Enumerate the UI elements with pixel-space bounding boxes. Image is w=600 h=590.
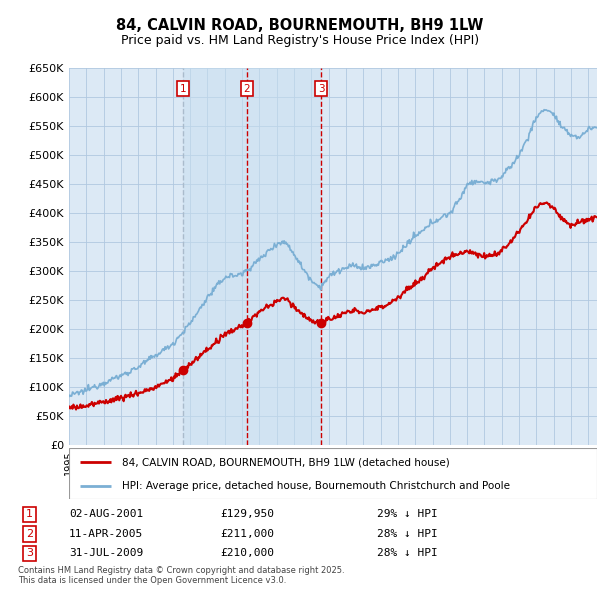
Text: 11-APR-2005: 11-APR-2005 bbox=[69, 529, 143, 539]
Text: £210,000: £210,000 bbox=[220, 549, 274, 558]
Text: 1: 1 bbox=[179, 84, 186, 94]
Text: 02-AUG-2001: 02-AUG-2001 bbox=[69, 510, 143, 519]
Text: 2: 2 bbox=[26, 529, 33, 539]
Text: £129,950: £129,950 bbox=[220, 510, 274, 519]
Text: 84, CALVIN ROAD, BOURNEMOUTH, BH9 1LW (detached house): 84, CALVIN ROAD, BOURNEMOUTH, BH9 1LW (d… bbox=[122, 457, 449, 467]
Text: 3: 3 bbox=[318, 84, 325, 94]
Bar bbox=[183, 68, 322, 445]
Text: £211,000: £211,000 bbox=[220, 529, 274, 539]
Text: Contains HM Land Registry data © Crown copyright and database right 2025.
This d: Contains HM Land Registry data © Crown c… bbox=[18, 566, 344, 585]
Text: 31-JUL-2009: 31-JUL-2009 bbox=[69, 549, 143, 558]
Text: 1: 1 bbox=[26, 510, 33, 519]
Text: HPI: Average price, detached house, Bournemouth Christchurch and Poole: HPI: Average price, detached house, Bour… bbox=[122, 481, 510, 491]
Text: 2: 2 bbox=[244, 84, 250, 94]
Text: 28% ↓ HPI: 28% ↓ HPI bbox=[377, 549, 437, 558]
Text: 28% ↓ HPI: 28% ↓ HPI bbox=[377, 529, 437, 539]
Text: 3: 3 bbox=[26, 549, 33, 558]
Text: 29% ↓ HPI: 29% ↓ HPI bbox=[377, 510, 437, 519]
Text: Price paid vs. HM Land Registry's House Price Index (HPI): Price paid vs. HM Land Registry's House … bbox=[121, 34, 479, 47]
Text: 84, CALVIN ROAD, BOURNEMOUTH, BH9 1LW: 84, CALVIN ROAD, BOURNEMOUTH, BH9 1LW bbox=[116, 18, 484, 33]
